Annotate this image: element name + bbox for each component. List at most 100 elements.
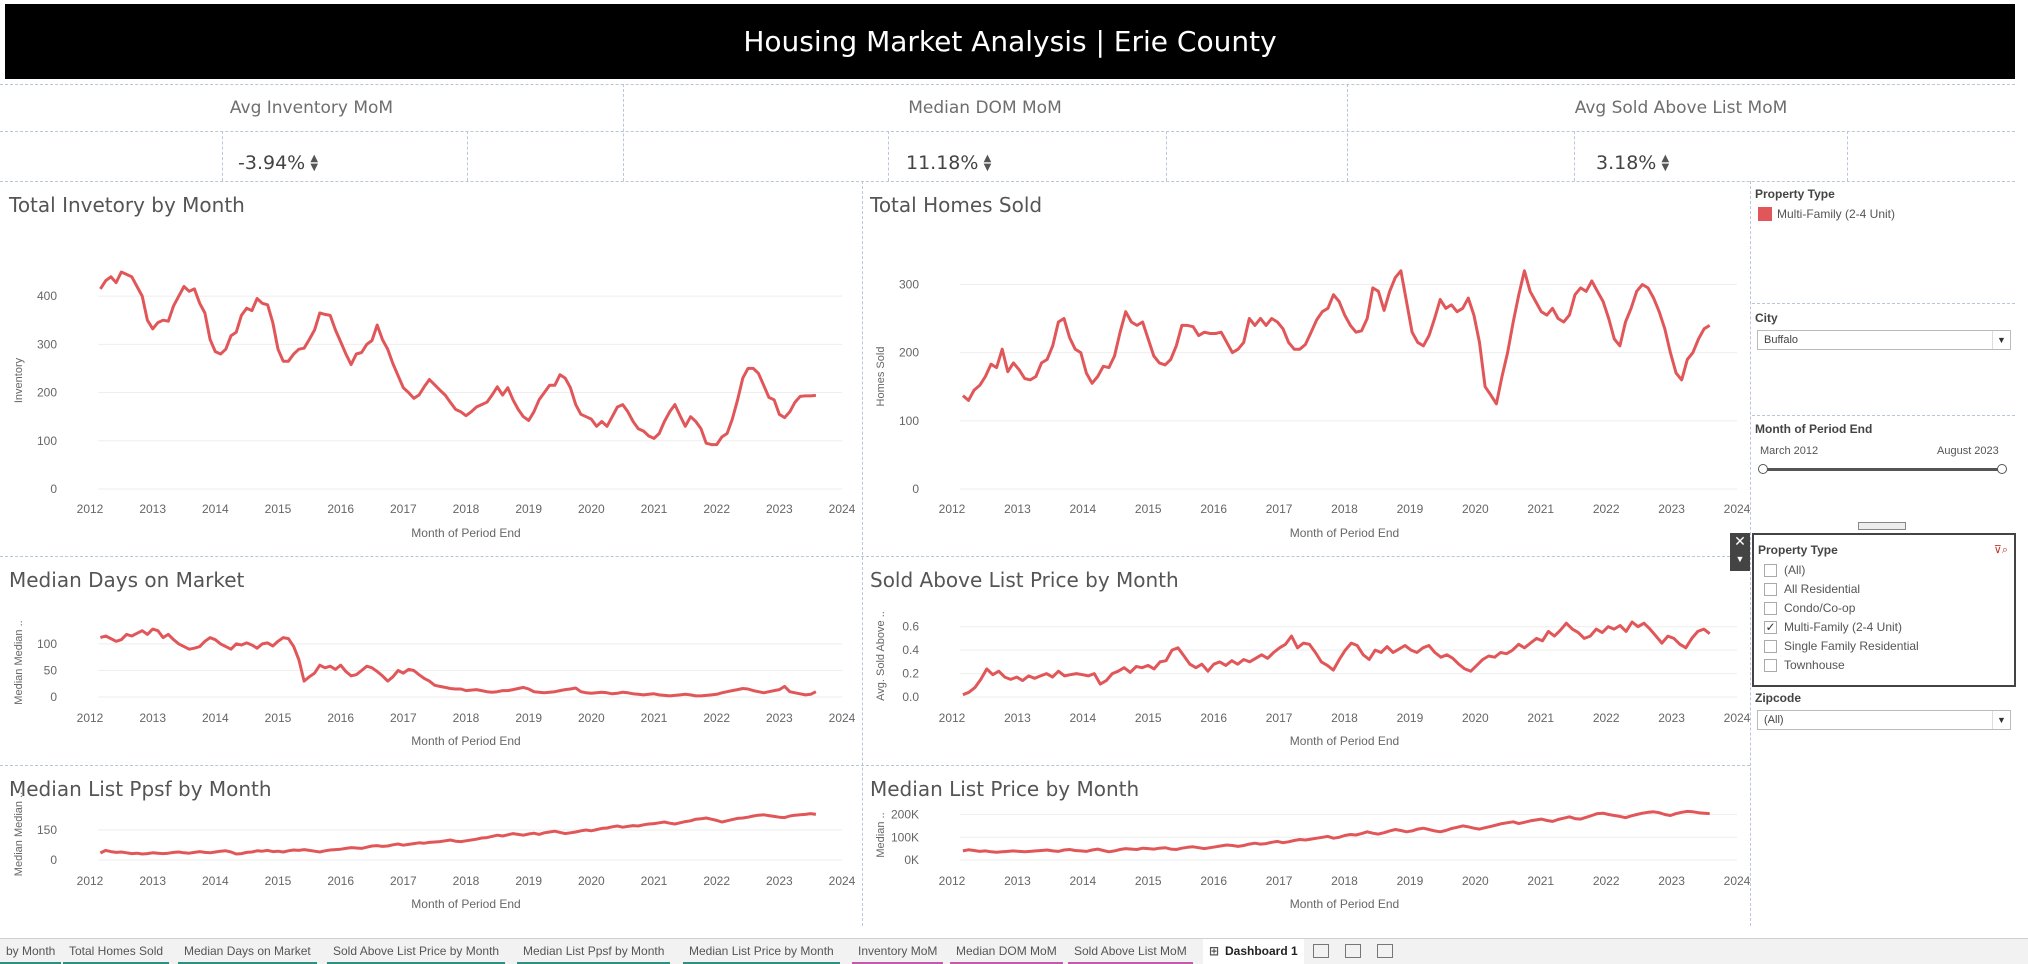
price-x-axis-title: Month of Period End	[1290, 897, 1399, 911]
new-story-icon[interactable]	[1377, 944, 1393, 958]
checkbox-checked[interactable]: ✓	[1764, 619, 1777, 634]
filter-option-townhouse[interactable]: Townhouse	[1764, 658, 1845, 672]
filter-title: Property Type	[1758, 543, 1838, 557]
checkbox[interactable]	[1764, 658, 1777, 672]
period-slider-end-handle[interactable]	[1997, 464, 2007, 474]
checkbox[interactable]	[1764, 639, 1777, 653]
dom-y-tick-label: 0	[50, 690, 57, 704]
tab-median-dom-mom[interactable]: Median DOM MoM	[950, 939, 1063, 964]
sold-y-tick-label: 300	[899, 277, 919, 291]
sold-x-tick-label: 2023	[1658, 502, 1685, 516]
filter-option-condo[interactable]: Condo/Co-op	[1764, 601, 1855, 615]
tab-median-days-on-market[interactable]: Median Days on Market	[178, 939, 317, 964]
kpi-dom-spinner[interactable]: ▲ ▼	[983, 153, 992, 173]
close-icon[interactable]: ✕	[1734, 533, 1746, 549]
above-x-axis-title: Month of Period End	[1290, 734, 1399, 748]
inventory-series-line	[99, 270, 817, 447]
filter-close-controls[interactable]: ✕ ▼	[1730, 533, 1750, 571]
checkbox[interactable]	[1764, 582, 1777, 596]
ppsf-y-tick-label: 150	[37, 823, 57, 837]
tab-sold-above-list-mom[interactable]: Sold Above List MoM	[1068, 939, 1193, 964]
filter-option-all[interactable]: (All)	[1764, 563, 1805, 577]
kpi-title-inventory: Avg Inventory MoM	[229, 98, 394, 118]
inventory-y-tick-label: 300	[37, 337, 57, 351]
above-x-tick-label: 2015	[1135, 711, 1162, 725]
ppsf-x-tick-label: 2015	[265, 874, 292, 888]
filter-menu-icon[interactable]: ▼	[1735, 554, 1745, 564]
city-dropdown[interactable]: Buffalo ▼	[1757, 330, 2011, 350]
zipcode-dropdown[interactable]: (All) ▼	[1757, 710, 2011, 730]
dom-x-tick-label: 2014	[202, 711, 229, 725]
checkbox[interactable]	[1764, 601, 1777, 615]
tab-median-list-price[interactable]: Median List Price by Month	[683, 939, 840, 964]
tab-inventory-mom[interactable]: Inventory MoM	[852, 939, 944, 964]
sold-x-axis-title: Month of Period End	[1290, 526, 1399, 540]
inventory-y-axis-title: Inventory	[13, 357, 25, 403]
above-x-tick-label: 2012	[939, 711, 966, 725]
dom-x-tick-label: 2023	[766, 711, 793, 725]
period-end: August 2023	[1937, 445, 1999, 457]
dom-x-tick-label: 2021	[641, 711, 668, 725]
price-x-tick-label: 2013	[1004, 874, 1031, 888]
ppsf-x-tick-label: 2018	[453, 874, 480, 888]
price-x-tick-label: 2024	[1724, 874, 1751, 888]
period-slider-track[interactable]	[1763, 468, 2003, 471]
dom-x-tick-label: 2024	[829, 711, 856, 725]
new-worksheet-icon[interactable]	[1313, 944, 1329, 958]
period-slider-start-handle[interactable]	[1758, 464, 1768, 474]
ppsf-x-tick-label: 2012	[77, 874, 104, 888]
ppsf-x-tick-label: 2024	[829, 874, 856, 888]
drag-handle[interactable]	[1858, 522, 1906, 530]
tab-dashboard-1[interactable]: ⊞ Dashboard 1	[1203, 939, 1304, 964]
kpi-sold-above-spinner[interactable]: ▲ ▼	[1661, 153, 1670, 173]
new-dashboard-icon[interactable]	[1345, 944, 1361, 958]
inventory-x-tick-label: 2024	[829, 502, 856, 516]
sold-x-tick-label: 2022	[1593, 502, 1620, 516]
price-y-tick-label: 200K	[891, 808, 919, 822]
filter-option-multi-family[interactable]: ✓ Multi-Family (2-4 Unit)	[1764, 619, 1903, 634]
checkbox[interactable]	[1764, 563, 1777, 577]
filter-option-single-family[interactable]: Single Family Residential	[1764, 639, 1919, 653]
clear-filter-icon[interactable]: ⊽⌕	[1993, 544, 2008, 556]
inventory-y-tick-label: 100	[37, 434, 57, 448]
above-x-tick-label: 2021	[1527, 711, 1554, 725]
above-y-tick-label: 0.6	[902, 620, 919, 634]
sold-y-tick-label: 100	[899, 414, 919, 428]
legend-item-label: Multi-Family (2-4 Unit)	[1777, 207, 1896, 221]
price-y-tick-label: 0K	[904, 853, 919, 867]
price-x-tick-label: 2016	[1200, 874, 1227, 888]
legend-swatch	[1758, 207, 1772, 221]
city-dropdown-value: Buffalo	[1764, 334, 1799, 346]
price-x-tick-label: 2020	[1462, 874, 1489, 888]
property-type-filter: Property Type ⊽⌕ (All) All Residential C…	[1752, 533, 2016, 687]
kpi-inventory-spinner[interactable]: ▲ ▼	[310, 153, 319, 173]
filter-option-all-residential[interactable]: All Residential	[1764, 582, 1860, 596]
panel-title-above: Sold Above List Price by Month	[870, 568, 1179, 592]
zipcode-dropdown-value: (All)	[1764, 714, 1784, 726]
period-label: Month of Period End	[1755, 422, 1873, 436]
tab-median-list-ppsf[interactable]: Median List Ppsf by Month	[517, 939, 671, 964]
kpi-title-sold-above: Avg Sold Above List MoM	[1574, 98, 1788, 118]
sold-x-tick-label: 2015	[1135, 502, 1162, 516]
inventory-x-tick-label: 2019	[515, 502, 542, 516]
inventory-x-axis-title: Month of Period End	[411, 526, 520, 540]
panel-title-ppsf: Median List Ppsf by Month	[9, 777, 272, 801]
dom-x-tick-label: 2022	[703, 711, 730, 725]
above-x-tick-label: 2019	[1397, 711, 1424, 725]
chevron-down-icon: ▼	[1992, 331, 2010, 349]
kpi-inventory-value: -3.94%	[238, 152, 306, 174]
tab-sold-above-list[interactable]: Sold Above List Price by Month	[327, 939, 506, 964]
dashboard-title-bar: Housing Market Analysis | Erie County	[5, 4, 2015, 79]
ppsf-x-tick-label: 2023	[766, 874, 793, 888]
tab-total-homes-sold[interactable]: Total Homes Sold	[63, 939, 170, 964]
above-x-tick-label: 2017	[1266, 711, 1293, 725]
tab-inventory-by-month[interactable]: by Month	[0, 939, 62, 964]
price-x-tick-label: 2015	[1135, 874, 1162, 888]
kpi-dom: 11.18% ▲ ▼	[906, 152, 992, 174]
above-x-tick-label: 2020	[1462, 711, 1489, 725]
inventory-y-tick-label: 200	[37, 386, 57, 400]
above-x-tick-label: 2023	[1658, 711, 1685, 725]
sold-x-tick-label: 2019	[1397, 502, 1424, 516]
ppsf-x-axis-title: Month of Period End	[411, 897, 520, 911]
